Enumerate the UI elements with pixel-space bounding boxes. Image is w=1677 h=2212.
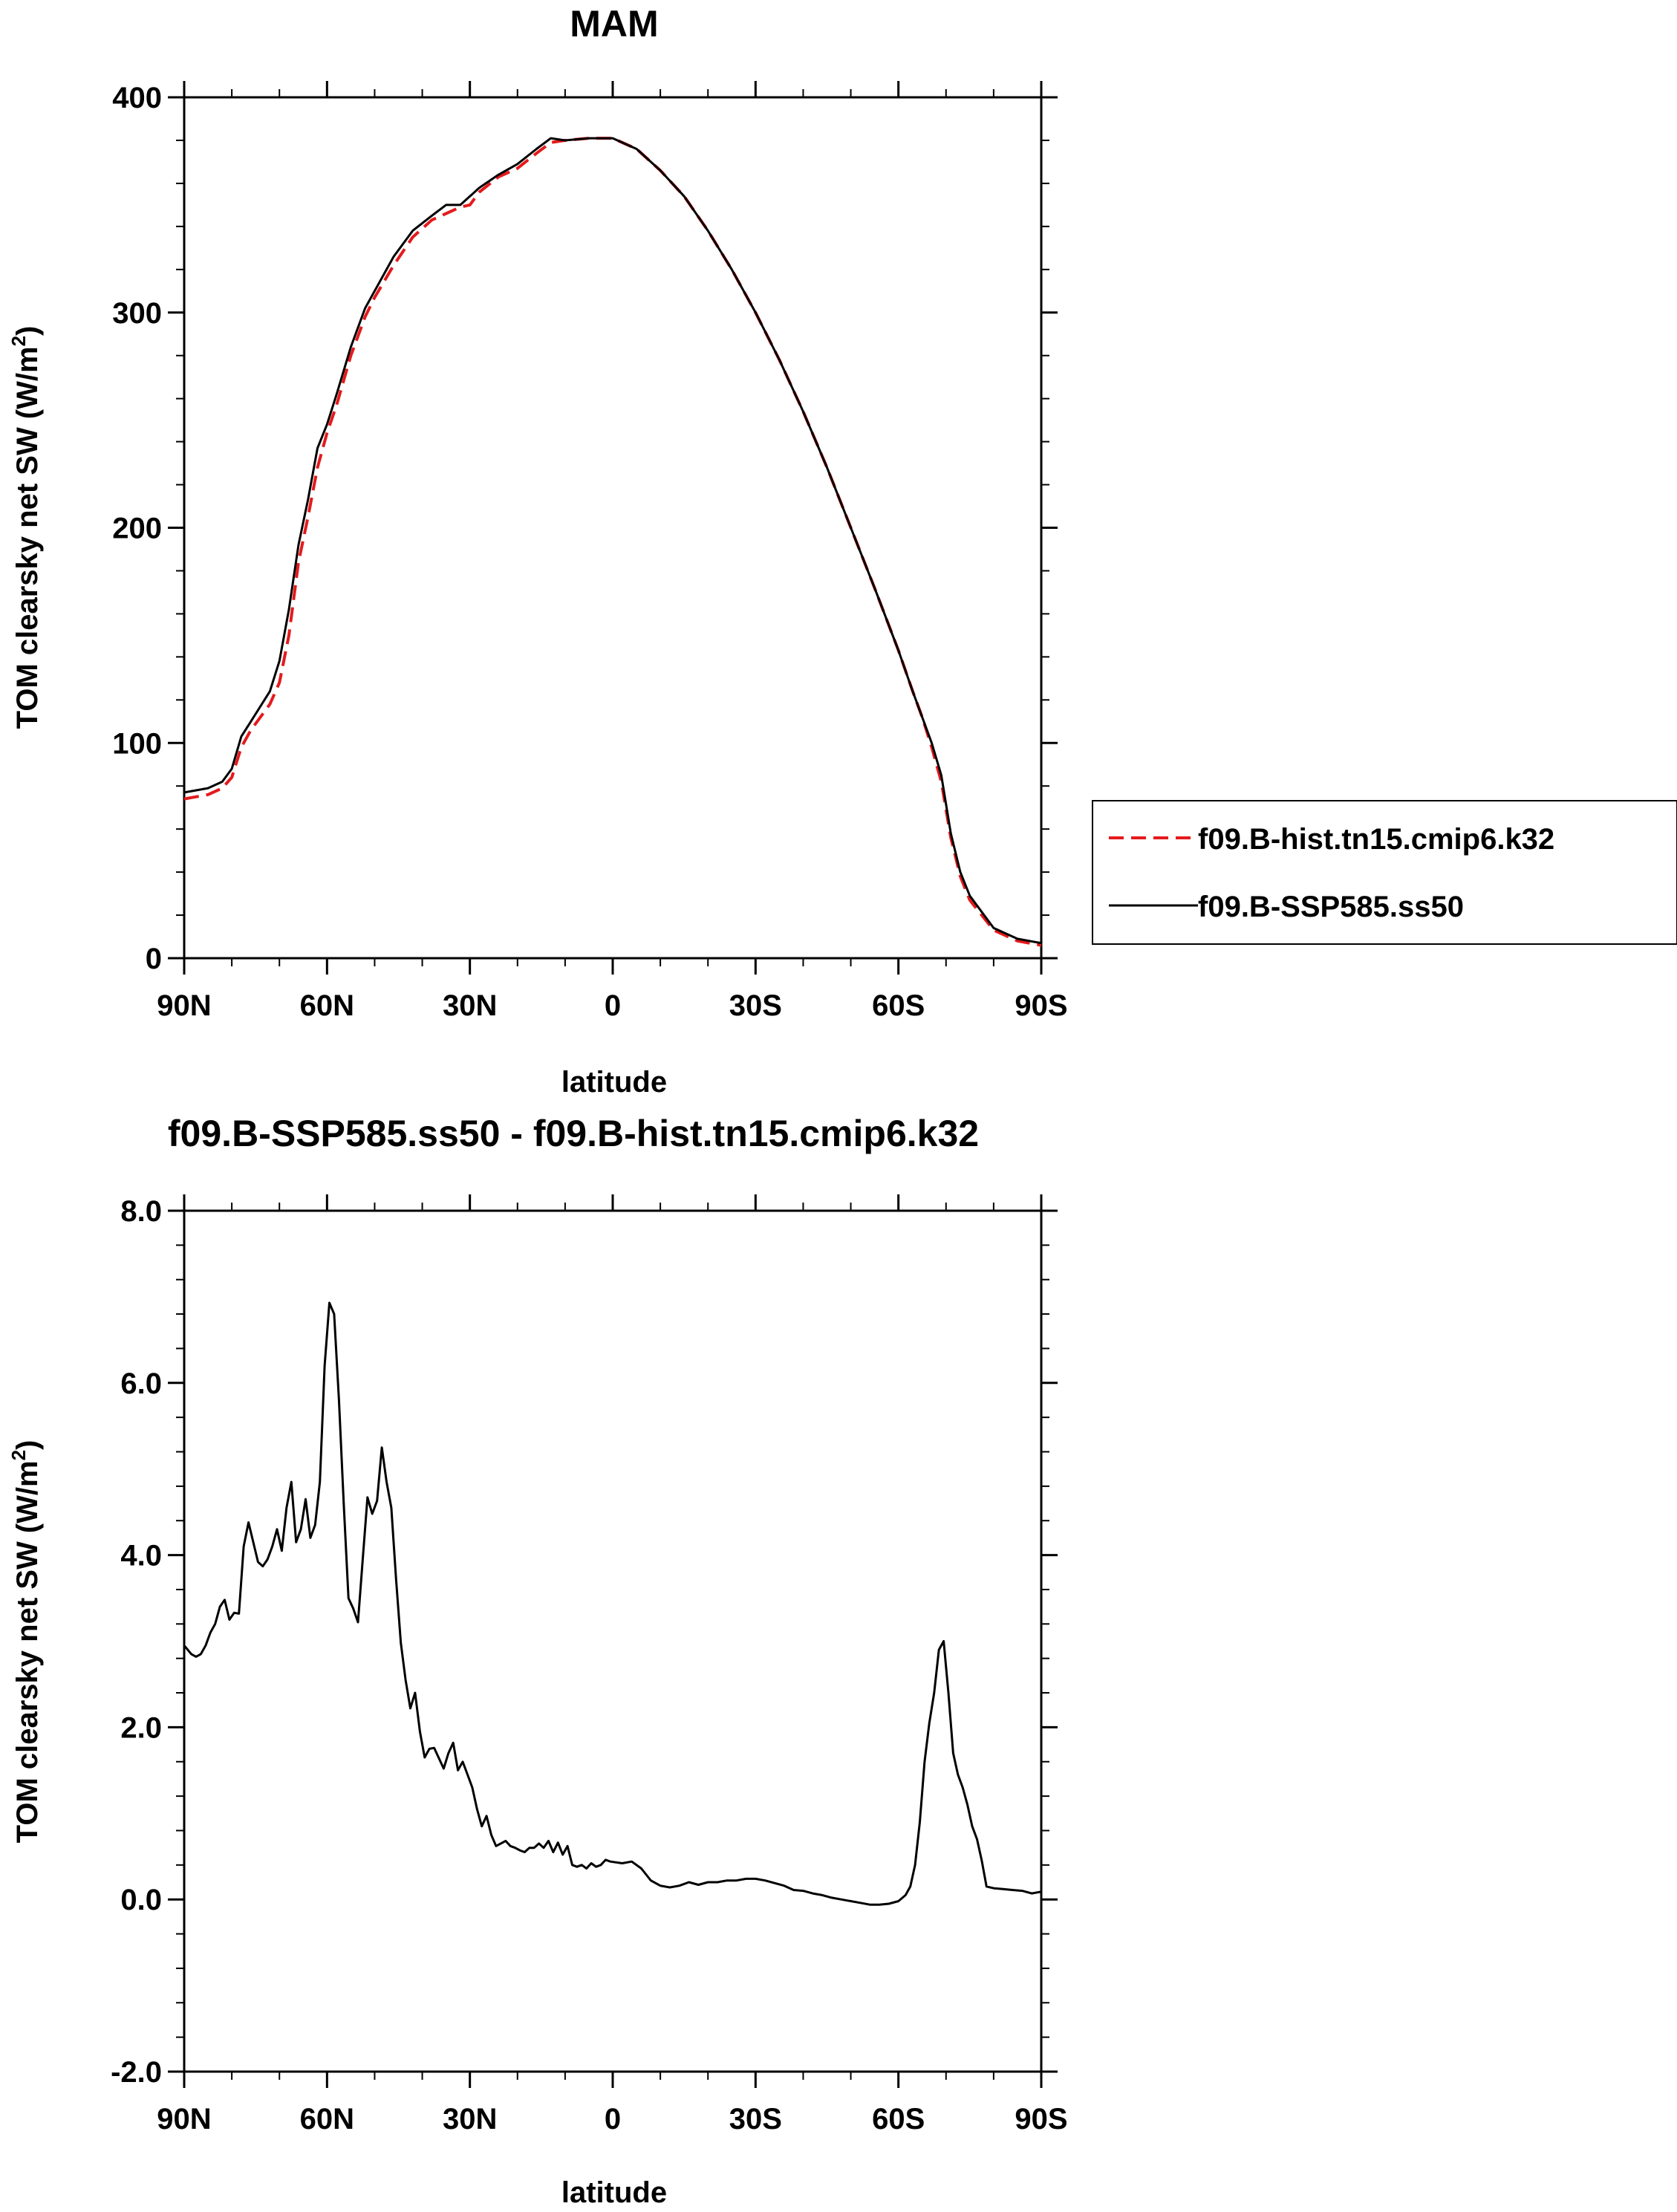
bottom-y-axis-label-end: ) xyxy=(11,1440,44,1450)
x-tick-label: 30N xyxy=(443,989,497,1022)
legend-label-ssp585: f09.B-SSP585.ss50 xyxy=(1198,891,1464,923)
series-line-0 xyxy=(183,1301,1042,1906)
top-x-axis-label: latitude xyxy=(561,1066,667,1099)
top-title: MAM xyxy=(570,3,658,45)
bottom-x-axis-label: latitude xyxy=(561,2176,667,2209)
x-tick-label: 30S xyxy=(729,989,782,1022)
top-y-axis-label: TOM clearsky net SW (W/m2) xyxy=(7,326,44,729)
x-tick-label: 30S xyxy=(729,2103,782,2135)
x-tick-label: 30N xyxy=(443,2103,497,2135)
y-tick-label: 100 xyxy=(112,727,162,760)
y-tick-label: 400 xyxy=(112,82,162,114)
bottom-y-axis-label-sup: 2 xyxy=(7,1450,30,1460)
top-y-axis-label-end: ) xyxy=(11,326,44,336)
y-tick-label: 2.0 xyxy=(120,1711,162,1744)
x-tick-label: 0 xyxy=(605,2103,621,2135)
x-tick-label: 90S xyxy=(1015,989,1067,1022)
bottom-series xyxy=(183,1301,1042,1906)
x-tick-label: 90N xyxy=(157,2103,211,2135)
legend-box xyxy=(1092,800,1677,945)
top-x-tick-labels: 90N 60N 30N 0 30S 60S 90S xyxy=(157,989,1067,1022)
bottom-x-tick-labels: 90N 60N 30N 0 30S 60S 90S xyxy=(157,2103,1067,2135)
top-y-axis-label-main: TOM clearsky net SW (W/m xyxy=(11,346,44,729)
series-line-1 xyxy=(183,137,1042,945)
bottom-y-axis-label: TOM clearsky net SW (W/m2) xyxy=(7,1440,44,1844)
x-tick-label: 60S xyxy=(872,989,925,1022)
y-tick-label: 300 xyxy=(112,297,162,330)
top-y-tick-labels: 0 100 200 300 400 xyxy=(112,82,162,975)
bottom-ticks xyxy=(168,1194,1058,2088)
y-tick-label: -2.0 xyxy=(111,2056,162,2089)
bottom-plot-frame xyxy=(183,1209,1043,2073)
bottom-y-tick-labels: -2.0 0.0 2.0 4.0 6.0 8.0 xyxy=(111,1195,162,2089)
legend-label-hist: f09.B-hist.tn15.cmip6.k32 xyxy=(1198,823,1554,856)
top-series xyxy=(183,137,1042,947)
y-tick-label: 0.0 xyxy=(120,1884,162,1916)
series-line-0 xyxy=(183,137,1042,947)
bottom-panel: f09.B-SSP585.ss50 - f09.B-hist.tn15.cmip… xyxy=(7,1113,1068,2209)
x-tick-label: 90S xyxy=(1015,2103,1067,2135)
bottom-title: f09.B-SSP585.ss50 - f09.B-hist.tn15.cmip… xyxy=(168,1113,979,1154)
top-y-axis-label-sup: 2 xyxy=(7,336,30,346)
y-tick-label: 6.0 xyxy=(120,1367,162,1400)
x-tick-label: 60N xyxy=(300,2103,354,2135)
legend: f09.B-hist.tn15.cmip6.k32 f09.B-SSP585.s… xyxy=(1092,800,1677,945)
y-tick-label: 4.0 xyxy=(120,1540,162,1572)
x-tick-label: 90N xyxy=(157,989,211,1022)
x-tick-label: 60S xyxy=(872,2103,925,2135)
top-plot-frame xyxy=(183,96,1043,960)
top-panel: MAM 90N 60N 30N 0 30S 60S 90S 0 100 200 300 400 la… xyxy=(7,3,1677,1099)
x-tick-label: 0 xyxy=(605,989,621,1022)
x-tick-label: 60N xyxy=(300,989,354,1022)
y-tick-label: 0 xyxy=(146,943,162,975)
y-tick-label: 8.0 xyxy=(120,1195,162,1228)
bottom-y-axis-label-main: TOM clearsky net SW (W/m xyxy=(11,1460,44,1843)
top-ticks xyxy=(168,81,1058,975)
y-tick-label: 200 xyxy=(112,513,162,545)
